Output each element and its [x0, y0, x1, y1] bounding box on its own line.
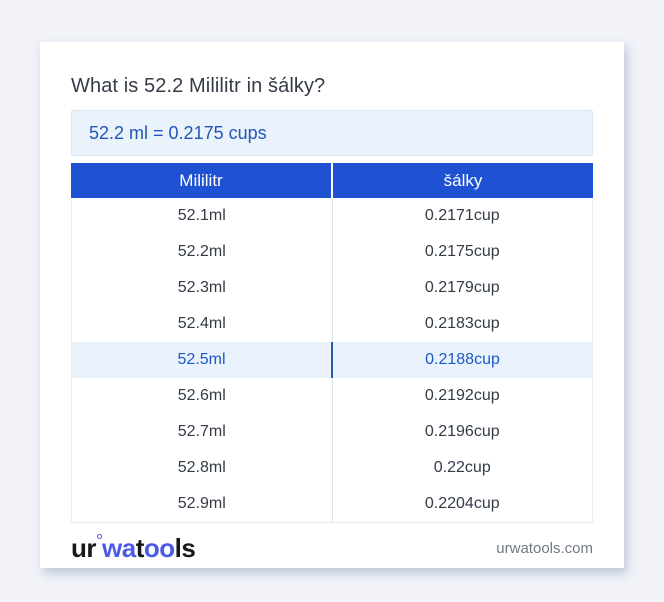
table-cell-cup: 0.2192cup: [424, 387, 500, 404]
logo-ring-icon: [97, 533, 102, 539]
table-cell-ml: 52.5ml: [72, 342, 333, 378]
table-row: 52.4ml 0.2183cup: [72, 306, 592, 342]
table-row: 52.1ml 0.2171cup: [72, 198, 592, 234]
card-footer: ur watools urwatools.com: [40, 528, 624, 568]
table-row: 52.5ml 0.2188cup: [72, 342, 592, 378]
table-cell-cup: 0.2175cup: [424, 243, 500, 260]
page-title: What is 52.2 Mililitr in šálky?: [71, 75, 326, 97]
table-header-row: Mililitr šálky: [71, 163, 593, 198]
logo-segment: t: [135, 532, 145, 563]
table-row: 52.3ml 0.2179cup: [72, 270, 592, 306]
logo-segment: ur: [71, 532, 97, 563]
table-header-mililitr: Mililitr: [71, 163, 333, 198]
conversion-result-text: 52.2 ml = 0.2175 cups: [89, 122, 267, 143]
urwatools-logo[interactable]: ur watools: [71, 532, 196, 564]
logo-segment: ls: [174, 532, 196, 563]
table-cell-ml: 52.2ml: [72, 234, 333, 270]
conversion-table: Mililitr šálky 52.1ml 0.2171cup 52.2ml 0.21…: [71, 163, 593, 523]
table-row: 52.2ml 0.2175cup: [72, 234, 592, 270]
table-cell-ml: 52.4ml: [72, 306, 333, 342]
logo-segment: wa: [102, 532, 136, 563]
table-cell-cup: 0.2183cup: [424, 315, 500, 332]
table-cell-ml: 52.1ml: [72, 198, 333, 234]
table-cell-cup: 0.2204cup: [424, 495, 500, 512]
converter-card: What is 52.2 Mililitr in šálky? 52.2 ml …: [40, 42, 624, 568]
logo-segment: oo: [143, 532, 175, 563]
table-cell-cup: 0.2171cup: [424, 207, 500, 224]
table-header-salky: šálky: [443, 170, 483, 190]
table-row: 52.7ml 0.2196cup: [72, 414, 592, 450]
table-cell-ml: 52.3ml: [72, 270, 333, 306]
table-cell-cup: 0.2188cup: [425, 351, 500, 368]
table-cell-ml: 52.7ml: [72, 414, 333, 450]
table-cell-cup: 0.22cup: [433, 459, 491, 476]
table-cell-ml: 52.9ml: [72, 486, 333, 522]
conversion-result-box: 52.2 ml = 0.2175 cups: [71, 110, 593, 156]
table-cell-cup: 0.2196cup: [424, 423, 500, 440]
table-cell-ml: 52.6ml: [72, 378, 333, 414]
site-domain-link[interactable]: urwatools.com: [496, 539, 593, 557]
table-cell-cup: 0.2179cup: [424, 279, 500, 296]
table-row: 52.9ml 0.2204cup: [72, 486, 592, 522]
table-row: 52.8ml 0.22cup: [72, 450, 592, 486]
table-cell-ml: 52.8ml: [72, 450, 333, 486]
table-row: 52.6ml 0.2192cup: [72, 378, 592, 414]
table-body: 52.1ml 0.2171cup 52.2ml 0.2175cup 52.3ml 0.21…: [71, 198, 593, 523]
